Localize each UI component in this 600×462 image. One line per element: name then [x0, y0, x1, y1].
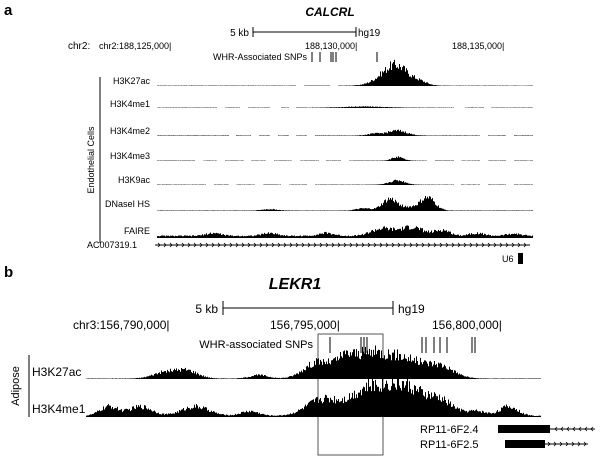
panel-b-coord-1: 156,795,000|	[270, 318, 340, 332]
panel-a-track-signal-h3k4me3	[157, 156, 533, 161]
panel-a: a CALCRL 5 kb hg19 chr2: chr2:188,125,00…	[4, 2, 533, 264]
panel-a-assembly: hg19	[358, 28, 381, 39]
panel-b-gene-strand-arrows	[547, 441, 587, 447]
panel-b-gene-name: RP11-6F2.4	[420, 424, 479, 436]
panel-a-track-signal-h3k9ac	[157, 179, 533, 185]
panel-a-track-label: H3K27ac	[113, 76, 151, 86]
panel-b-gene-title: LEKR1	[269, 276, 322, 293]
panel-a-gene-u6-block	[518, 253, 523, 264]
panel-a-group-label: Endothelial Cells	[86, 126, 96, 194]
panel-a-track-label: H3K4me1	[110, 99, 150, 109]
panel-b-gene-strand-arrows	[554, 426, 594, 432]
panel-b-track-label: H3K27ac	[32, 365, 81, 379]
panel-a-coord-1: 188,130,000|	[305, 41, 357, 51]
panel-a-gene-title: CALCRL	[305, 5, 354, 19]
panel-a-track-label: DNaseI HS	[105, 199, 150, 209]
panel-b-scale-label: 5 kb	[195, 302, 218, 316]
panel-b-gene-block	[498, 425, 550, 433]
panel-a-track-signal-faire	[157, 225, 533, 238]
panel-b-gene-name: RP11-6F2.5	[420, 439, 479, 451]
panel-b-snp-label: WHR-associated SNPs	[199, 339, 313, 351]
panel-a-track-label: H3K9ac	[118, 175, 151, 185]
panel-a-gene-name: AC007319.1	[87, 240, 137, 250]
panel-a-gene-strand-arrows	[157, 242, 527, 248]
panel-a-track-signal-h3k4me1	[157, 106, 533, 108]
panel-b-assembly: hg19	[398, 302, 425, 316]
panel-b-coord-0: chr3:156,790,000|	[73, 318, 170, 332]
panel-b-gene-block	[505, 440, 545, 448]
panel-a-coord-2: 188,135,000|	[452, 41, 504, 51]
panel-a-gene-u6-label: U6	[502, 254, 514, 264]
panel-b-track-signal-h3k4me1	[86, 377, 541, 417]
panel-b: b LEKR1 5 kb hg19 chr3:156,790,000| 156,…	[4, 264, 595, 456]
panel-a-coord-0: chr2:188,125,000|	[99, 41, 171, 51]
panel-a-track-signal-dnasei-hs	[157, 195, 533, 211]
panel-a-snp-label: WHR-Associated SNPs	[213, 52, 308, 62]
panel-a-coord-chr-label: chr2:	[68, 41, 90, 52]
panel-a-track-label: H3K4me3	[110, 151, 150, 161]
panel-a-track-signal-h3k27ac	[157, 59, 533, 86]
panel-a-scale-label: 5 kb	[230, 28, 249, 39]
panel-a-snp-marks	[311, 52, 378, 62]
panel-a-track-label: H3K4me2	[110, 126, 150, 136]
panel-b-coord-2: 156,800,000|	[432, 318, 502, 332]
panel-a-label: a	[4, 2, 13, 19]
panel-b-group-label: Adipose	[10, 366, 22, 406]
panel-b-snp-marks	[329, 337, 476, 353]
panel-b-track-label: H3K4me1	[32, 402, 86, 416]
panel-b-track-signal-h3k27ac	[86, 345, 541, 379]
panel-a-track-signal-h3k4me2	[157, 129, 533, 136]
panel-a-track-label: FAIRE	[124, 226, 150, 236]
panel-b-label: b	[4, 264, 13, 281]
